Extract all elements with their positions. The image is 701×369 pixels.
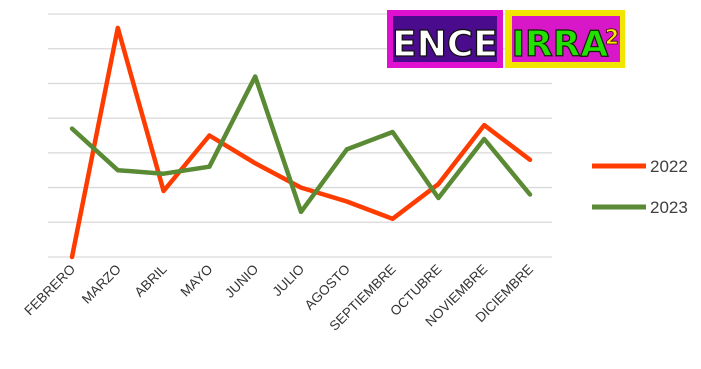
x-axis-labels: FEBRERO MARZO ABRIL MAYO JUNIO JULIOAGOSTOSEP… [21,261,536,333]
series-line-2022 [69,25,533,260]
x-tick-label: JULIO [269,262,307,300]
enceirra-logo: ENCE IRRA 2 [387,10,625,68]
x-tick-label: FEBRERO [21,262,78,319]
x-tick-label: MARZO [79,262,124,307]
x-tick-label: MAYO [178,262,216,300]
x-tick-label: JUNIO [222,262,261,301]
series-line-2023 [69,74,533,215]
series-lines [69,25,533,260]
legend-label-2022: 2022 [650,157,688,176]
logo-word-irra: IRRA [512,24,609,65]
logo-word-ence: ENCE [392,24,498,65]
legend: 2022 2023 [592,157,688,217]
x-tick-label: ABRIL [132,261,171,300]
legend-label-2023: 2023 [650,198,688,217]
logo-superscript: 2 [605,25,619,49]
